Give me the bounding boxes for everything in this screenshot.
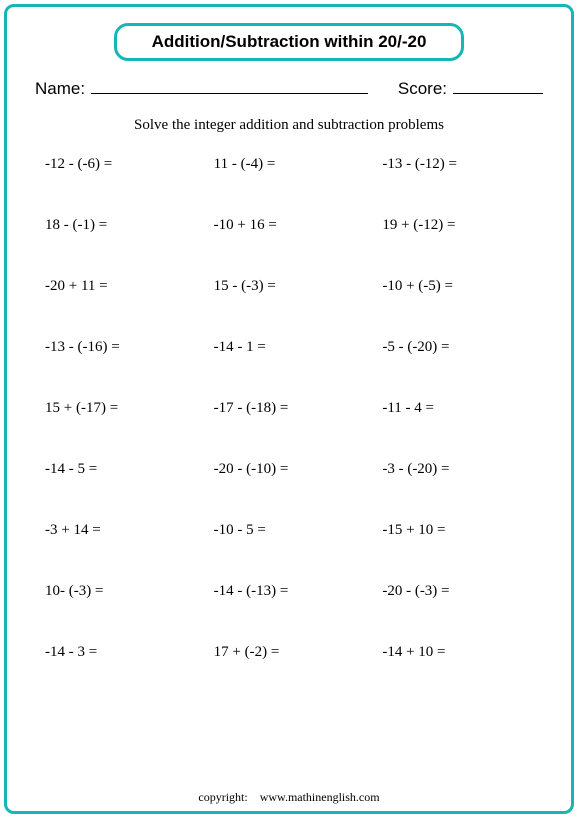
problem-cell: -14 - 1 = (214, 339, 373, 356)
score-blank-line (453, 75, 543, 94)
problem-cell: -20 - (-10) = (214, 461, 373, 478)
problem-cell: -20 + 11 = (45, 278, 204, 295)
problem-cell: -13 - (-16) = (45, 339, 204, 356)
problem-cell: 15 + (-17) = (45, 400, 204, 417)
name-score-row: Name: Score: (35, 75, 543, 99)
problem-cell: 10- (-3) = (45, 583, 204, 600)
problem-cell: -20 - (-3) = (382, 583, 541, 600)
problem-cell: -5 - (-20) = (382, 339, 541, 356)
copyright-line: copyright: www.mathinenglish.com (7, 790, 571, 805)
problem-cell: -11 - 4 = (382, 400, 541, 417)
name-blank-line (91, 75, 368, 94)
problem-cell: -15 + 10 = (382, 522, 541, 539)
problems-grid: -12 - (-6) = 11 - (-4) = -13 - (-12) = 1… (27, 156, 551, 661)
problem-cell: -14 - (-13) = (214, 583, 373, 600)
problem-cell: -3 - (-20) = (382, 461, 541, 478)
problem-cell: -10 + (-5) = (382, 278, 541, 295)
problem-cell: -14 - 5 = (45, 461, 204, 478)
copyright-label: copyright: (198, 790, 247, 804)
problem-cell: -17 - (-18) = (214, 400, 373, 417)
worksheet-border: Addition/Subtraction within 20/-20 Name:… (4, 4, 574, 814)
problem-cell: -3 + 14 = (45, 522, 204, 539)
problem-cell: 11 - (-4) = (214, 156, 373, 173)
instruction-text: Solve the integer addition and subtracti… (27, 117, 551, 134)
problem-cell: -12 - (-6) = (45, 156, 204, 173)
problem-cell: 18 - (-1) = (45, 217, 204, 234)
problem-cell: -14 + 10 = (382, 644, 541, 661)
worksheet-title: Addition/Subtraction within 20/-20 (152, 32, 427, 51)
score-label: Score: (398, 79, 447, 99)
problem-cell: -14 - 3 = (45, 644, 204, 661)
title-box: Addition/Subtraction within 20/-20 (114, 23, 464, 61)
name-label: Name: (35, 79, 85, 99)
problem-cell: -10 + 16 = (214, 217, 373, 234)
problem-cell: 15 - (-3) = (214, 278, 373, 295)
problem-cell: 19 + (-12) = (382, 217, 541, 234)
problem-cell: -10 - 5 = (214, 522, 373, 539)
copyright-site: www.mathinenglish.com (260, 790, 380, 804)
problem-cell: -13 - (-12) = (382, 156, 541, 173)
problem-cell: 17 + (-2) = (214, 644, 373, 661)
